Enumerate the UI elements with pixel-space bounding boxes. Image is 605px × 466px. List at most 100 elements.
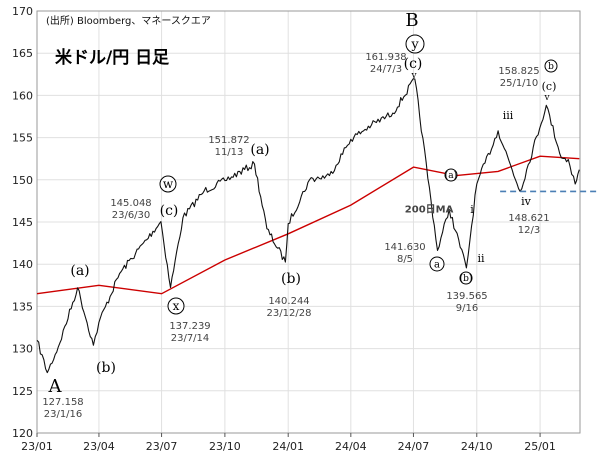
value-label: 9/16 (456, 303, 478, 314)
wave-label: (a) (250, 142, 269, 158)
x-tick-label: 23/04 (83, 440, 115, 453)
wave-label: A (48, 376, 63, 397)
value-label: 23/7/14 (171, 333, 210, 344)
x-tick-label: 23/10 (209, 440, 241, 453)
wave-label-pb: (b) (459, 271, 473, 285)
y-tick-label: 135 (12, 300, 33, 313)
y-tick-label: 170 (12, 5, 33, 18)
price-line (36, 78, 580, 374)
wave-label-ca: a (429, 256, 445, 272)
value-label: 158.825 (498, 66, 539, 77)
value-label: 140.244 (268, 296, 309, 307)
wave-circle (429, 256, 445, 272)
wave-label-iii: iii (503, 109, 514, 122)
plot-frame (36, 10, 581, 434)
wave-label-pa: (a) (444, 168, 458, 182)
wave-circle (405, 34, 425, 54)
y-tick-label: 160 (12, 89, 33, 102)
wave-circle (159, 175, 177, 193)
wave-label-y: y (405, 34, 425, 54)
wave-label: iii (503, 109, 514, 122)
wave-label: iv (521, 195, 532, 208)
y-tick-label: 145 (12, 216, 33, 229)
wave-label-c3: (c) (542, 80, 557, 93)
wave-label-i: i (470, 203, 474, 216)
value-label: 25/1/10 (500, 78, 539, 89)
value-label: 161.938 (365, 52, 406, 63)
wave-label-v1: v (410, 71, 417, 81)
wave-label-a2: (a) (250, 142, 269, 158)
value-label: 24/7/3 (370, 64, 402, 75)
value-label: 137.239 (169, 321, 210, 332)
wave-label: a (434, 260, 440, 271)
chart-title: 米ドル/円 日足 (55, 47, 169, 68)
value-label: 8/5 (397, 254, 413, 265)
wave-label: y (410, 38, 419, 53)
wave-label: (c) (404, 56, 423, 72)
source-note: (出所) Bloomberg、マネースクエア (46, 14, 211, 27)
value-label: 139.565 (446, 291, 487, 302)
y-tick-label: 155 (12, 132, 33, 145)
wave-label-b1: (b) (96, 360, 116, 376)
wave-label-cb: b (544, 59, 558, 73)
wave-label-w: w (159, 175, 177, 193)
wave-label: v (410, 71, 417, 81)
y-tick-label: 125 (12, 385, 33, 398)
wave-label: w (163, 177, 174, 191)
x-tick-label: 24/10 (461, 440, 493, 453)
wave-label-x: x (167, 297, 185, 315)
value-label: 145.048 (110, 198, 151, 209)
wave-circle (444, 168, 458, 182)
wave-label-c2: (c) (404, 56, 423, 72)
y-tick-label: 165 (12, 47, 33, 60)
wave-circle (459, 271, 473, 285)
value-label: 23/6/30 (112, 210, 151, 221)
y-axis-ticks: 120 125 130 135 140 145 150 155 160 165 170 (12, 5, 33, 440)
wave-label: (a) (70, 263, 89, 279)
wave-label: ii (477, 252, 485, 265)
value-label: 11/13 (215, 147, 244, 158)
wave-label-b2: (b) (281, 271, 301, 287)
wave-circle (544, 59, 558, 73)
wave-label: B (405, 10, 418, 31)
ma-200-line (36, 155, 580, 295)
wave-label: v (543, 93, 550, 103)
ma-label: 200日MA (405, 204, 454, 216)
value-label: 148.621 (508, 213, 549, 224)
x-tick-label: 24/07 (398, 440, 430, 453)
wave-label: (b) (96, 360, 116, 376)
x-tick-label: 24/01 (272, 440, 304, 453)
ma-layer (36, 155, 580, 295)
x-tick-label: 23/01 (21, 440, 53, 453)
wave-label-v2: v (543, 93, 550, 103)
value-label: 141.630 (384, 242, 425, 253)
y-tick-label: 120 (12, 427, 33, 440)
wave-label: (c) (160, 203, 179, 219)
wave-label-a1: (a) (70, 263, 89, 279)
y-tick-label: 150 (12, 174, 33, 187)
wave-label: (a) (445, 170, 457, 181)
y-tick-label: 130 (12, 343, 33, 356)
wave-label-ii: ii (477, 252, 485, 265)
wave-label: b (548, 62, 554, 72)
wave-label-c1: (c) (160, 203, 179, 219)
value-label: 151.872 (208, 135, 249, 146)
value-label: 23/12/28 (267, 308, 312, 319)
value-label: 127.158 (42, 397, 83, 408)
wave-circle (167, 297, 185, 315)
wave-label: (c) (542, 80, 557, 93)
wave-label: i (470, 203, 474, 216)
x-tick-label: 25/01 (524, 440, 556, 453)
x-tick-label: 23/07 (146, 440, 178, 453)
wave-label: (b) (460, 273, 473, 284)
wave-label-A: A (48, 376, 63, 397)
price-layer (36, 78, 580, 374)
y-tick-label: 140 (12, 258, 33, 271)
wave-label: (b) (281, 271, 301, 287)
wave-label: x (173, 299, 180, 313)
x-axis-ticks: 23/01 23/04 23/07 23/10 24/01 24/04 24/07 24/10… (21, 433, 556, 453)
value-label: 23/1/16 (44, 409, 83, 420)
